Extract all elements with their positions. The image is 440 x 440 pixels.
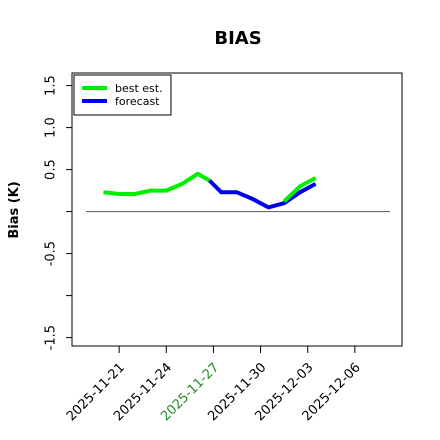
legend-label: best est. (115, 82, 163, 95)
y-tick-label: -0.5 (44, 241, 59, 266)
y-tick-label: -1.5 (44, 325, 59, 350)
chart-title: BIAS (214, 28, 261, 49)
y-tick-label: 1.5 (44, 75, 59, 96)
legend-box (73, 74, 172, 116)
series-line-segment-2 (282, 176, 317, 203)
series-line-forecast (208, 179, 317, 210)
plot-frame (71, 72, 403, 347)
legend: best est.forecast (73, 74, 172, 116)
y-axis-label: Bias (K) (7, 181, 22, 238)
marks-layer: 1.51.00.5-0.5-1.52025-11-212025-11-24202… (44, 75, 390, 424)
legend-label: forecast (115, 95, 160, 108)
y-tick-label: 0.5 (44, 159, 59, 180)
series-line-best-est (103, 171, 211, 196)
y-tick-label: 1.0 (44, 117, 59, 138)
